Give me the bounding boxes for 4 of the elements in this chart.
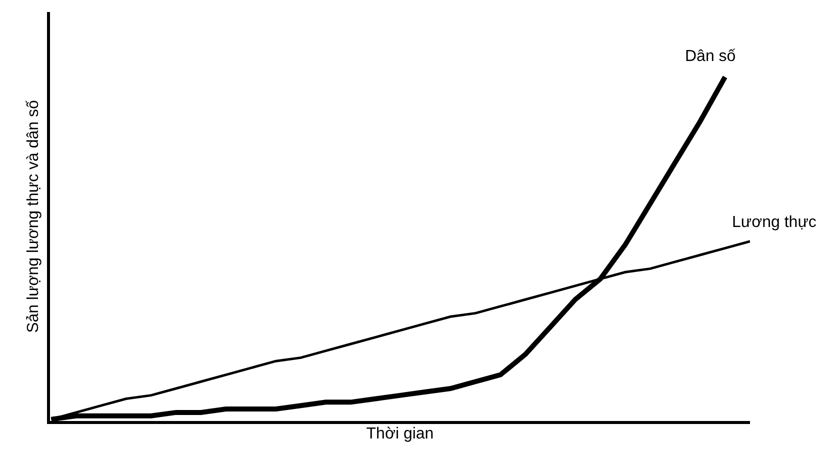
- series-label: Lương thực: [732, 214, 816, 231]
- series-label: Dân số: [685, 48, 736, 65]
- y-axis-title: Sản lượng lương thực và dân số: [25, 100, 42, 333]
- x-axis-title: Thời gian: [366, 425, 434, 442]
